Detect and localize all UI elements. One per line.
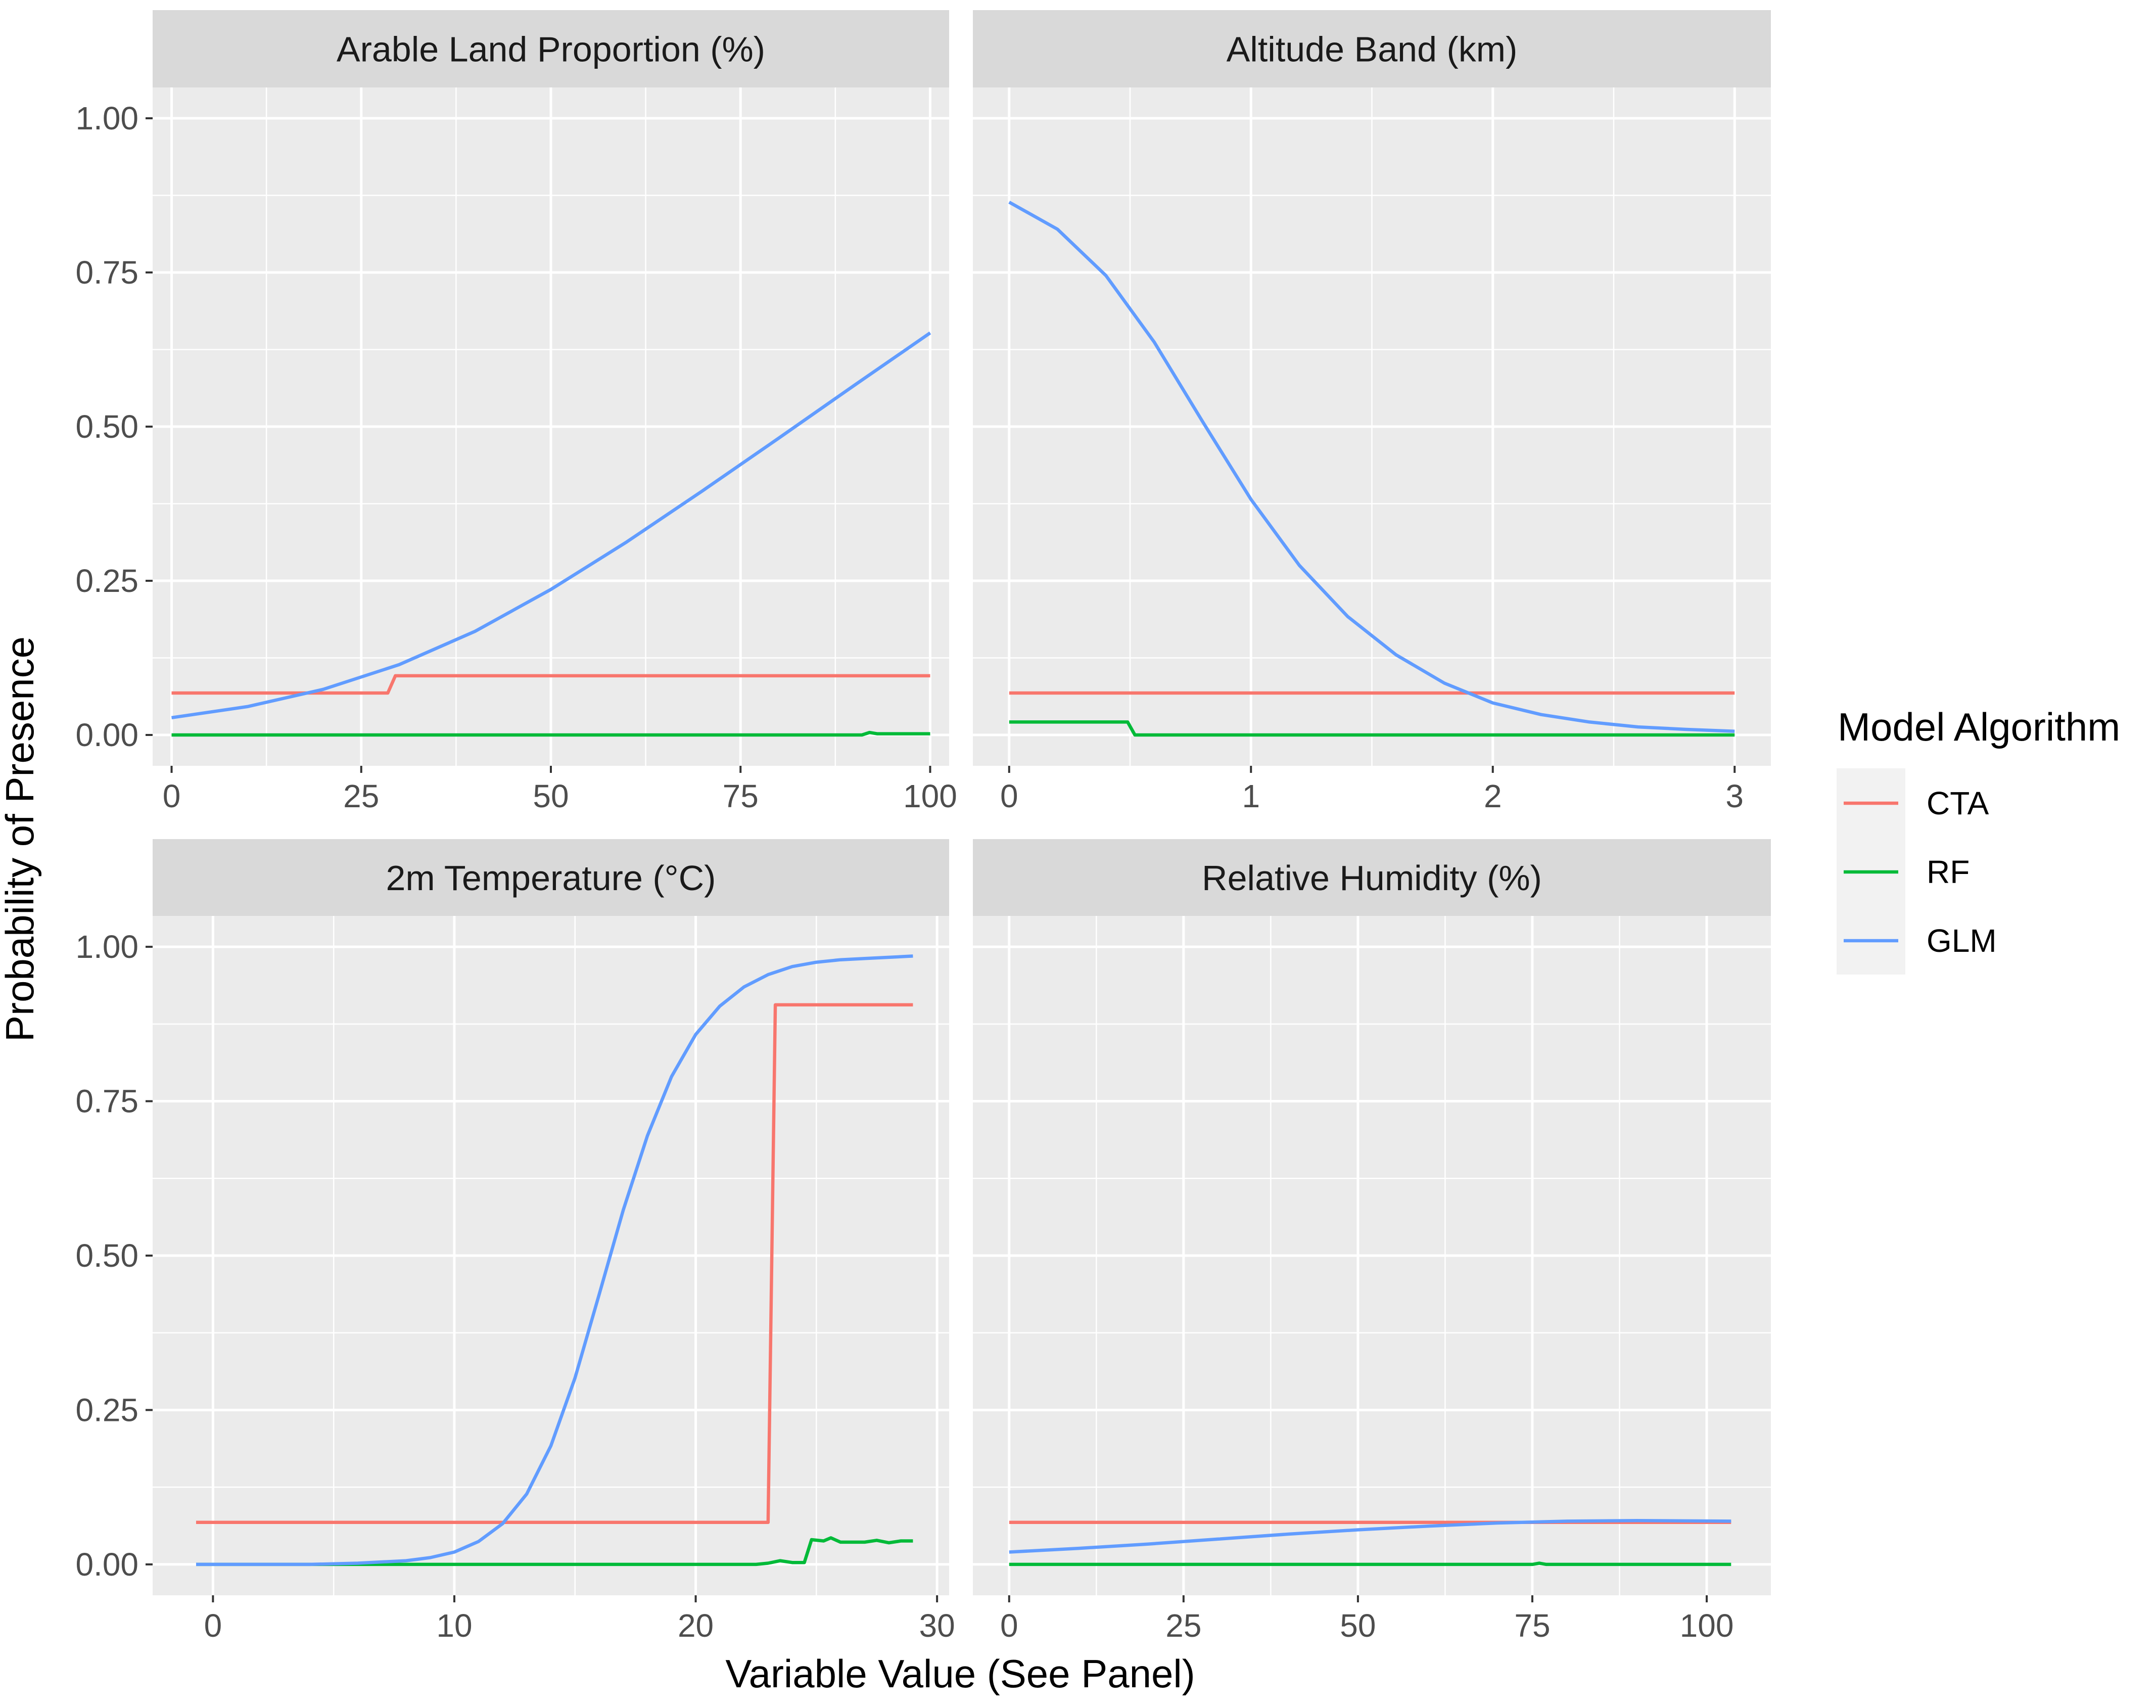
x-tick-label: 2	[1484, 778, 1502, 814]
strip-title: 2m Temperature (°C)	[386, 858, 716, 898]
x-tick-label: 20	[678, 1607, 714, 1644]
x-tick-label: 25	[1165, 1607, 1201, 1644]
x-tick-label: 50	[533, 778, 569, 814]
series-line-glm	[1008, 201, 1735, 733]
y-tick-label: 1.00	[75, 929, 138, 965]
series-line-cta	[196, 1003, 913, 1525]
legend: Model Algorithm CTA RF GLM	[1837, 705, 2120, 975]
strip-altitude-band-km	[973, 10, 1771, 87]
series-line-glm	[1009, 1518, 1731, 1554]
series-line-glm	[196, 954, 913, 1566]
panel-altitude-band-km: Altitude Band (km) 0 1 2 3	[973, 10, 1771, 814]
x-tick-label: 10	[436, 1607, 472, 1644]
strip-title: Altitude Band (km)	[1227, 30, 1518, 69]
x-axis-title: Variable Value (See Panel)	[725, 1651, 1195, 1696]
x-tick-label: 3	[1725, 778, 1744, 814]
strip-title: Relative Humidity (%)	[1202, 858, 1542, 898]
x-tick-label: 25	[343, 778, 379, 814]
y-tick-label: 0.00	[75, 1546, 138, 1583]
series-line-rf	[1009, 1561, 1731, 1566]
y-tick-label: 0.50	[75, 408, 138, 445]
series-line-rf	[196, 1536, 913, 1566]
legend-title: Model Algorithm	[1838, 705, 2120, 749]
strip-2m-temperature-c	[153, 839, 949, 916]
x-tick-label: 100	[903, 778, 957, 814]
x-tick-label: 0	[1000, 1607, 1018, 1644]
panel-arable-land-proportion: Arable Land Proportion (%) 0 25 50 75 100 0.00…	[75, 10, 957, 814]
strip-title: Arable Land Proportion (%)	[337, 30, 765, 69]
x-tick-label: 75	[723, 778, 759, 814]
y-tick-label: 0.25	[75, 1392, 138, 1428]
y-tick-label: 0.00	[75, 717, 138, 753]
x-tick-label: 50	[1340, 1607, 1376, 1644]
y-tick-label: 0.50	[75, 1237, 138, 1274]
panel-2m-temperature-c: 2m Temperature (°C) 0 10 20 30 0.00 0.25 0.50 0.…	[75, 839, 955, 1644]
series-line-glm	[171, 331, 931, 720]
x-tick-label: 0	[163, 778, 181, 814]
legend-items: CTA RF GLM	[1844, 785, 1997, 959]
series-line-rf	[171, 730, 930, 737]
y-tick-label: 0.75	[75, 1083, 138, 1120]
x-tick-label: 0	[1000, 778, 1018, 814]
series-line-rf	[1009, 720, 1735, 737]
x-tick-label: 100	[1680, 1607, 1734, 1644]
legend-label-cta: CTA	[1927, 785, 1989, 821]
x-tick-label: 1	[1242, 778, 1260, 814]
y-tick-label: 0.25	[75, 563, 138, 599]
x-tick-label: 75	[1514, 1607, 1550, 1644]
y-tick-label: 1.00	[75, 100, 138, 136]
series-line-cta	[171, 674, 930, 695]
strip-arable-land-proportion	[153, 10, 949, 87]
x-tick-label: 30	[919, 1607, 955, 1644]
y-axis-title: Probability of Presence	[0, 636, 42, 1042]
x-tick-label: 0	[204, 1607, 222, 1644]
legend-label-glm: GLM	[1927, 922, 1997, 959]
strip-relative-humidity	[973, 839, 1771, 916]
legend-label-rf: RF	[1927, 854, 1970, 890]
y-tick-label: 0.75	[75, 254, 138, 291]
panel-relative-humidity: Relative Humidity (%) 0 25 50 75 100	[973, 839, 1771, 1644]
facet-panels: Arable Land Proportion (%)0 25 50 75 1000.00…	[75, 10, 1771, 1644]
